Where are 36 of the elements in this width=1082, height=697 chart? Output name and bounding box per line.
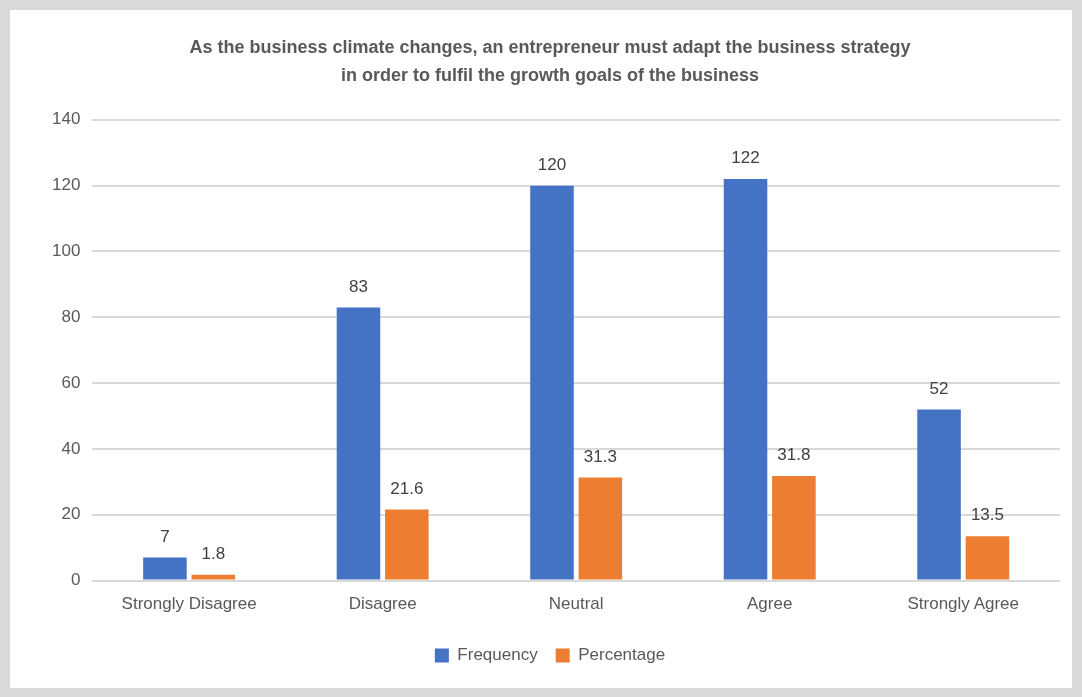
y-tick-label: 0 <box>70 570 81 590</box>
y-tick-label: 20 <box>61 504 81 524</box>
legend-label: Percentage <box>578 645 666 665</box>
legend-label: Frequency <box>457 645 539 665</box>
x-tick-label: Neutral <box>548 594 604 614</box>
data-label: 31.8 <box>777 445 811 465</box>
y-tick-label: 40 <box>61 438 81 458</box>
y-tick-label: 100 <box>51 241 81 261</box>
bar <box>965 536 1010 580</box>
data-label: 1.8 <box>201 543 226 563</box>
data-label: 21.6 <box>390 478 424 498</box>
y-tick-label: 80 <box>61 306 81 326</box>
y-tick-label: 60 <box>61 372 81 392</box>
x-tick-label: Strongly Disagree <box>121 594 257 614</box>
x-tick-label: Strongly Agree <box>907 594 1019 614</box>
chart-title: As the business climate changes, an entrepreneur must adapt the business strategy in order to fulfil the growth goals of the business <box>189 36 911 85</box>
data-label: 52 <box>929 378 949 398</box>
bar <box>191 574 236 580</box>
x-tick-label: Disagree <box>348 594 417 614</box>
data-label: 7 <box>160 526 170 546</box>
bar <box>385 509 429 580</box>
bar <box>530 185 574 580</box>
bar <box>336 307 381 580</box>
bar <box>143 557 187 580</box>
x-tick-label: Agree <box>747 594 793 614</box>
data-label: 13.5 <box>970 505 1004 525</box>
data-label: 83 <box>349 276 368 296</box>
bar <box>578 477 623 580</box>
data-label: 31.3 <box>583 446 617 466</box>
bar <box>723 179 768 580</box>
data-label: 120 <box>537 154 567 174</box>
data-label: 122 <box>731 148 760 168</box>
bar <box>772 475 816 580</box>
bar <box>917 409 961 580</box>
y-tick-label: 120 <box>51 175 81 195</box>
y-tick-label: 140 <box>51 109 81 129</box>
